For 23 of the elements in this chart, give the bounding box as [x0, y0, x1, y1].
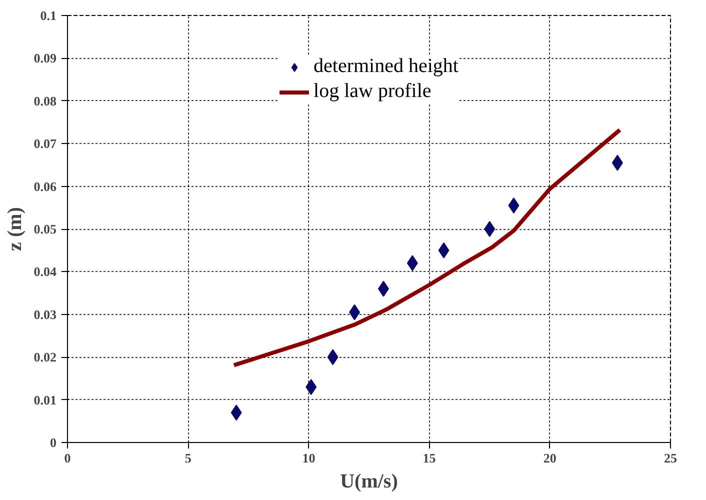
- x-tick-label: 20: [543, 450, 556, 466]
- y-tick-label: 0.07: [34, 136, 57, 152]
- y-tick-label: 0.01: [34, 392, 56, 408]
- legend-label: determined height: [314, 55, 458, 78]
- point: [484, 221, 496, 237]
- y-tick-label: 0.05: [34, 222, 57, 236]
- x-axis-title: U(m/s): [340, 470, 398, 492]
- x-tick-label: 15: [422, 450, 436, 466]
- x-tick-label: 10: [302, 450, 316, 466]
- y-tick-label: 0: [50, 435, 56, 450]
- y-tick-label: 0.04: [34, 264, 57, 280]
- y-axis-title: z (m): [4, 207, 26, 251]
- y-tick-label: 0.06: [34, 178, 57, 194]
- y-tick-label: 0.03: [34, 306, 57, 322]
- x-tick-label: 5: [184, 450, 192, 466]
- y-tick-label: 0.08: [34, 93, 57, 108]
- y-tick-label: 0.09: [34, 50, 57, 66]
- y-tick-label: 0.1: [40, 8, 56, 23]
- legend-label: log law profile: [314, 80, 432, 103]
- y-tick-label: 0.02: [34, 350, 56, 365]
- x-tick-label: 0: [64, 450, 71, 466]
- line-series: [232, 128, 622, 368]
- x-tick-label: 25: [664, 450, 678, 466]
